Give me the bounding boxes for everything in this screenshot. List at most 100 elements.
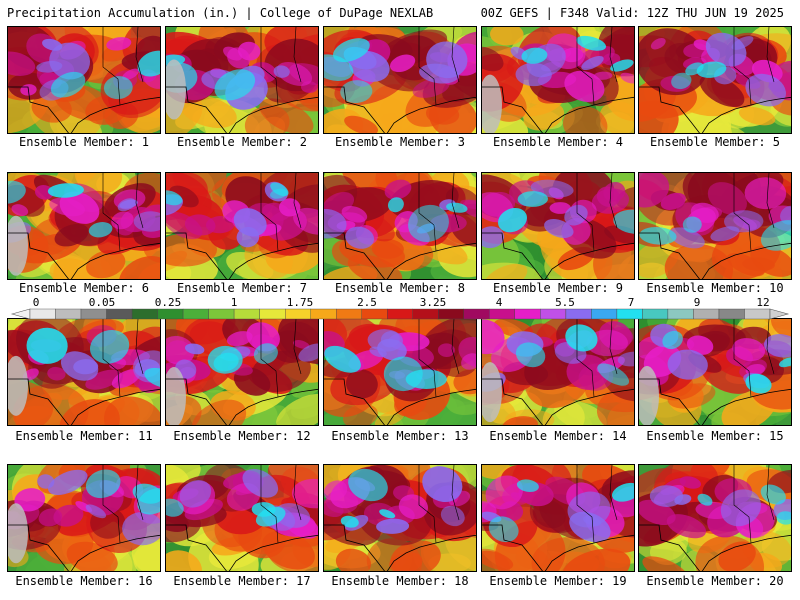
colorbar-swatch (744, 308, 771, 320)
colorbar-max-arrow (769, 308, 790, 320)
colorbar-swatch (565, 308, 592, 320)
ensemble-map-panel (7, 172, 161, 280)
precip-field-map (482, 465, 634, 571)
colorbar-swatch (489, 308, 515, 320)
colorbar-tick-label: 1.75 (286, 296, 314, 309)
ensemble-member-caption: Ensemble Member: 2 (176, 135, 308, 149)
ensemble-map-panel (481, 26, 635, 134)
ensemble-member-caption: Ensemble Member: 4 (492, 135, 624, 149)
colorbar-swatch (667, 308, 694, 320)
colorbar-tick-label: 12 (756, 296, 770, 309)
model-run-valid-time: 00Z GEFS | F348 Valid: 12Z THU JUN 19 20… (480, 6, 784, 20)
precip-colorbar: 0 0.05 0.25 1 1.75 2.5 3.25 4 5.5 7 9 12 (0, 296, 800, 320)
ensemble-map-panel (323, 172, 477, 280)
ensemble-member-caption: Ensemble Member: 1 (18, 135, 150, 149)
colorbar-swatch (616, 308, 643, 320)
colorbar-swatch (29, 308, 56, 320)
precip-field-map (482, 173, 634, 279)
ensemble-member-caption: Ensemble Member: 15 (646, 429, 784, 443)
precip-field-map (166, 173, 318, 279)
colorbar-swatch (514, 308, 541, 320)
ensemble-map-panel (165, 318, 319, 426)
ensemble-member-caption: Ensemble Member: 20 (646, 574, 784, 588)
colorbar-scale (10, 308, 790, 320)
precip-field-map (639, 319, 791, 425)
precip-field-map (324, 173, 476, 279)
colorbar-swatch (540, 308, 566, 320)
colorbar-tick-label: 0.25 (154, 296, 182, 309)
colorbar-tick-label: 7 (627, 296, 635, 309)
precip-field-map (166, 27, 318, 133)
ensemble-map-panel (323, 318, 477, 426)
precip-field-map (8, 319, 160, 425)
colorbar-swatch (80, 308, 107, 320)
ensemble-member-caption: Ensemble Member: 11 (15, 429, 153, 443)
ensemble-member-caption: Ensemble Member: 3 (334, 135, 466, 149)
colorbar-swatch (233, 308, 260, 320)
colorbar-swatch (361, 308, 388, 320)
colorbar-swatch (336, 308, 362, 320)
precip-field-map (324, 27, 476, 133)
ensemble-map-panel (7, 26, 161, 134)
ensemble-member-caption: Ensemble Member: 7 (176, 281, 308, 295)
ensemble-map-panel (481, 172, 635, 280)
colorbar-swatch (182, 308, 209, 320)
precip-field-map (8, 465, 160, 571)
ensemble-map-panel (7, 318, 161, 426)
precip-field-map (639, 27, 791, 133)
colorbar-swatch (285, 308, 311, 320)
map-header: Precipitation Accumulation (in.) | Colle… (0, 0, 800, 24)
ensemble-map-panel (7, 464, 161, 572)
colorbar-swatch (387, 308, 413, 320)
ensemble-member-caption: Ensemble Member: 6 (18, 281, 150, 295)
ensemble-member-caption: Ensemble Member: 16 (15, 574, 153, 588)
colorbar-tick-label: 2.5 (357, 296, 377, 309)
ensemble-member-caption: Ensemble Member: 17 (173, 574, 311, 588)
colorbar-swatch (438, 308, 464, 320)
colorbar-swatch (157, 308, 184, 320)
ensemble-map-panel (165, 26, 319, 134)
ensemble-map-panel (323, 26, 477, 134)
product-title: Precipitation Accumulation (in.) | Colle… (7, 6, 434, 20)
precip-field-map (482, 27, 634, 133)
ensemble-member-caption: Ensemble Member: 12 (173, 429, 311, 443)
ensemble-map-panel (481, 318, 635, 426)
colorbar-tick-label: 5.5 (555, 296, 575, 309)
ensemble-member-caption: Ensemble Member: 9 (492, 281, 624, 295)
precip-field-map (166, 465, 318, 571)
colorbar-swatch (463, 308, 490, 320)
precip-field-map (8, 27, 160, 133)
colorbar-swatch (259, 308, 286, 320)
ensemble-map-panel (165, 172, 319, 280)
colorbar-swatch (693, 308, 720, 320)
ensemble-map-panel (165, 464, 319, 572)
ensemble-map-panel (323, 464, 477, 572)
ensemble-member-caption: Ensemble Member: 8 (334, 281, 466, 295)
precip-field-map (639, 173, 791, 279)
colorbar-tick-label: 9 (693, 296, 701, 309)
precip-field-map (8, 173, 160, 279)
colorbar-swatch (412, 308, 439, 320)
colorbar-swatch (642, 308, 669, 320)
ensemble-map-panel (638, 172, 792, 280)
colorbar-swatch (106, 308, 133, 320)
ensemble-map-panel (638, 26, 792, 134)
colorbar-tick-label: 0 (32, 296, 40, 309)
colorbar-tick-label: 4 (495, 296, 503, 309)
colorbar-tick-label: 3.25 (419, 296, 447, 309)
ensemble-member-caption: Ensemble Member: 5 (649, 135, 781, 149)
colorbar-swatch (591, 308, 618, 320)
ensemble-member-caption: Ensemble Member: 13 (331, 429, 469, 443)
colorbar-swatch (718, 308, 745, 320)
precip-field-map (482, 319, 634, 425)
precip-field-map (324, 319, 476, 425)
ensemble-member-caption: Ensemble Member: 10 (646, 281, 784, 295)
precip-field-map (639, 465, 791, 571)
ensemble-member-caption: Ensemble Member: 14 (489, 429, 627, 443)
ensemble-map-panel (638, 464, 792, 572)
colorbar-swatch (55, 308, 82, 320)
precip-field-map (324, 465, 476, 571)
colorbar-min-arrow (10, 308, 31, 320)
ensemble-member-caption: Ensemble Member: 18 (331, 574, 469, 588)
colorbar-tick-label: 1 (230, 296, 238, 309)
